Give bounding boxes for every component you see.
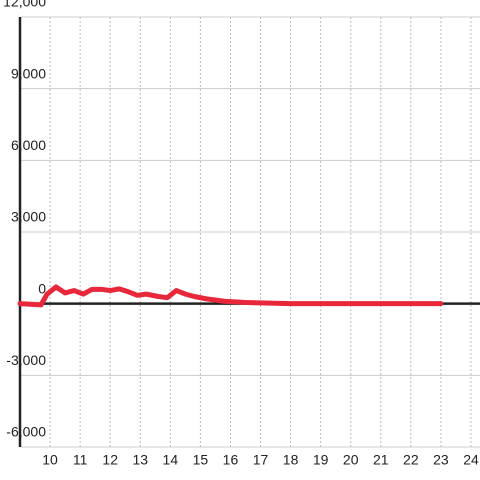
x-tick-label: 12 (102, 452, 118, 468)
y-tick-label: -6,000 (6, 424, 46, 440)
x-tick-label: 16 (223, 452, 239, 468)
x-tick-label: 22 (403, 452, 419, 468)
x-tick-label: 11 (73, 452, 88, 468)
x-tick-label: 10 (42, 452, 58, 468)
x-tick-label: 18 (283, 452, 299, 468)
x-tick-label: 24 (463, 452, 479, 468)
y-tick-label: 0 (38, 280, 46, 296)
x-tick-label: 14 (163, 452, 179, 468)
x-tick-label: 13 (132, 452, 148, 468)
y-tick-label: 12,000 (3, 0, 46, 10)
x-tick-label: 23 (433, 452, 449, 468)
data-line (17, 284, 444, 308)
x-tick-label: 15 (193, 452, 209, 468)
x-tick-label: 19 (313, 452, 329, 468)
y-tick-label: 3,000 (11, 209, 46, 225)
x-tick-label: 21 (373, 452, 389, 468)
x-tick-label: 20 (343, 452, 359, 468)
y-tick-label: 6,000 (11, 137, 46, 153)
x-tick-label: 17 (253, 452, 269, 468)
y-tick-label: -3,000 (6, 352, 46, 368)
y-tick-label: 9,000 (11, 65, 46, 81)
